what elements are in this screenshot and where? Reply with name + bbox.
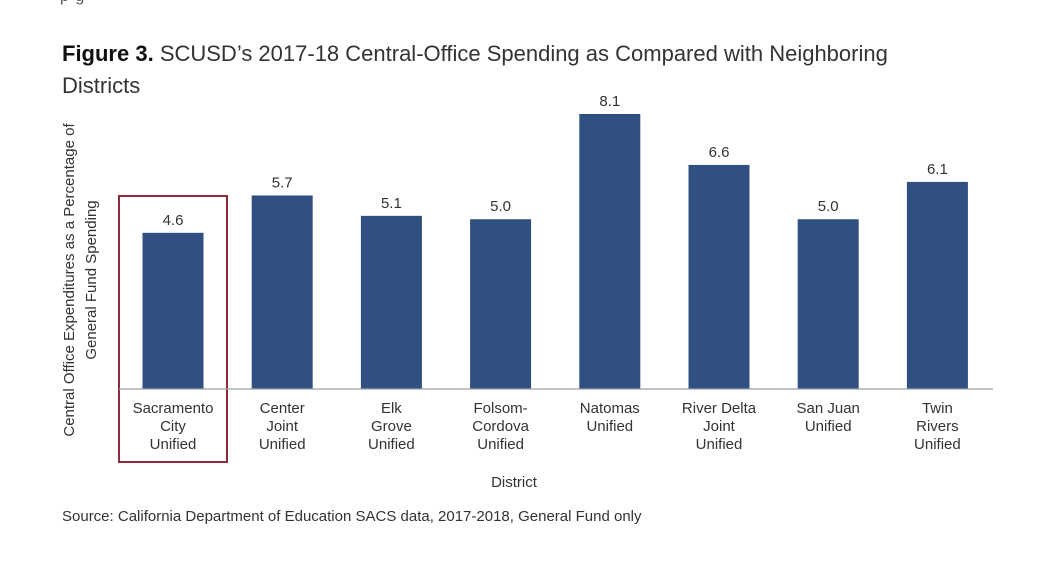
category-label: Unified	[150, 436, 197, 453]
category-label: Unified	[368, 436, 415, 453]
y-axis-title-line: Central Office Expenditures as a Percent…	[61, 123, 78, 437]
bar	[470, 219, 532, 389]
header-fragment: p g	[60, 0, 85, 6]
figure-title: Figure 3. SCUSD’s 2017-18 Central-Office…	[62, 38, 962, 102]
category-label: Grove	[371, 418, 412, 435]
data-label: 5.1	[381, 195, 402, 212]
category-label: San Juan	[797, 400, 860, 417]
bar	[360, 215, 422, 389]
data-label: 5.7	[272, 174, 293, 191]
category-label: Unified	[586, 418, 633, 435]
bar	[142, 232, 204, 389]
category-label: Unified	[914, 436, 961, 453]
category-label: Joint	[703, 418, 736, 435]
data-label: 6.1	[927, 161, 948, 178]
category-label: City	[160, 418, 186, 435]
category-label: Unified	[805, 418, 852, 435]
category-label: Sacramento	[133, 400, 214, 417]
x-axis-title: District	[491, 474, 538, 491]
category-label: Folsom-	[474, 400, 528, 417]
bar	[688, 164, 750, 389]
highlight-box	[118, 195, 228, 463]
bar	[906, 181, 968, 389]
figure-title-text: SCUSD’s 2017-18 Central-Office Spending …	[62, 41, 888, 98]
category-label: Joint	[266, 418, 299, 435]
category-label: Unified	[477, 436, 524, 453]
category-label: Twin	[922, 400, 953, 417]
data-label: 6.6	[709, 144, 730, 161]
bar	[251, 195, 313, 389]
figure-number: Figure 3.	[62, 41, 154, 66]
category-label: Rivers	[916, 418, 959, 435]
category-label: Unified	[259, 436, 306, 453]
source-note: Source: California Department of Educati…	[62, 508, 642, 525]
data-label: 5.0	[490, 198, 511, 215]
data-label: 4.6	[163, 212, 184, 229]
category-label: River Delta	[682, 400, 757, 417]
y-axis-title: Central Office Expenditures as a Percent…	[61, 123, 100, 437]
category-label: Natomas	[580, 400, 640, 417]
bar	[797, 219, 859, 389]
data-label: 8.1	[599, 93, 620, 110]
category-label: Cordova	[472, 418, 529, 435]
category-label: Center	[260, 400, 305, 417]
category-label: Elk	[381, 400, 402, 417]
data-label: 5.0	[818, 198, 839, 215]
bar	[579, 114, 641, 389]
y-axis-title-line: General Fund Spending	[83, 200, 100, 359]
category-label: Unified	[696, 436, 743, 453]
